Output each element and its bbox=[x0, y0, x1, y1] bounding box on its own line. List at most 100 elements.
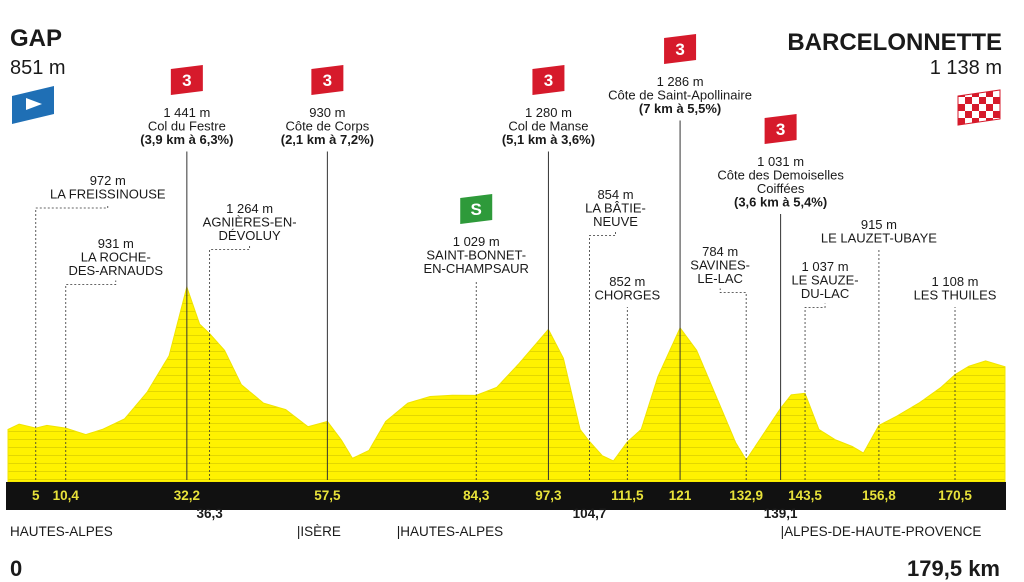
annotation-text: (5,1 km à 3,6%) bbox=[502, 132, 595, 147]
km-marker-label: 170,5 bbox=[938, 488, 972, 503]
annotation-text: DÉVOLUY bbox=[219, 228, 281, 243]
km-marker-label: 132,9 bbox=[729, 488, 763, 503]
annotation-text: Côte des Demoiselles bbox=[717, 168, 844, 183]
annotation-text: 1 108 m bbox=[932, 274, 979, 289]
annotation-text: (3,9 km à 6,3%) bbox=[140, 132, 233, 147]
annotation-text: 1 264 m bbox=[226, 201, 273, 216]
km-marker-label: 32,2 bbox=[174, 488, 200, 503]
annotation-text: 852 m bbox=[609, 274, 645, 289]
leader-line bbox=[719, 288, 747, 480]
annotation-text: CHORGES bbox=[594, 288, 660, 303]
km-marker-label: 156,8 bbox=[862, 488, 896, 503]
badge-text: 3 bbox=[544, 71, 553, 90]
climb-category-badge: 3 bbox=[170, 65, 203, 95]
annotation-text: 784 m bbox=[702, 244, 738, 259]
km-marker-label: 121 bbox=[669, 488, 692, 503]
annotation-text: 931 m bbox=[98, 236, 134, 251]
annotation-text: 915 m bbox=[861, 217, 897, 232]
start-altitude: 851 m bbox=[10, 57, 66, 79]
finish-altitude: 1 138 m bbox=[930, 57, 1002, 79]
annotation-text: (7 km à 5,5%) bbox=[639, 101, 721, 116]
annotation-text: 1 280 m bbox=[525, 105, 572, 120]
annotation-text: LE SAUZE- bbox=[791, 273, 858, 288]
annotation-text: DU-LAC bbox=[801, 286, 849, 301]
checkered-flag-icon bbox=[957, 89, 1001, 126]
annotation-text: 854 m bbox=[597, 187, 633, 202]
annotation-text: LES THUILES bbox=[914, 288, 997, 303]
km-marker-label: 5 bbox=[32, 488, 40, 503]
regions-layer: HAUTES-ALPES |ISÈRE |HAUTES-ALPES |ALPES-DE… bbox=[10, 524, 981, 539]
km-marker-label: 57,5 bbox=[314, 488, 341, 503]
annotation-text: Col du Festre bbox=[148, 119, 226, 134]
annotation-text: 1 441 m bbox=[163, 105, 210, 120]
leader-line bbox=[65, 280, 117, 480]
annotation-text: LA ROCHE- bbox=[81, 250, 151, 265]
leader-line bbox=[35, 204, 109, 480]
km-labels-layer: 5 10,4 32,2 36,3 57,5 84,3 97,3 104,7 111,5 121 13… bbox=[32, 488, 972, 521]
climb-category-badge: 3 bbox=[664, 34, 697, 64]
leader-line bbox=[589, 231, 616, 480]
annotation-text: 972 m bbox=[90, 173, 126, 188]
annotation-text: Col de Manse bbox=[508, 119, 588, 134]
km-marker-label: 143,5 bbox=[788, 488, 822, 503]
km-bar bbox=[6, 482, 1006, 510]
badge-text: 3 bbox=[323, 71, 332, 90]
region-label: |HAUTES-ALPES bbox=[397, 524, 503, 539]
region-label: |ISÈRE bbox=[297, 524, 341, 539]
elevation-profile-area bbox=[7, 285, 1006, 483]
annotation-text: (3,6 km à 5,4%) bbox=[734, 195, 827, 210]
km-marker-label: 84,3 bbox=[463, 488, 490, 503]
climb-category-badge: 3 bbox=[764, 114, 797, 144]
annotation-text: Coiffées bbox=[757, 181, 805, 196]
annotation-7: 854 mLA BÂTIE-NEUVE bbox=[585, 187, 646, 480]
annotation-12: 1 037 mLE SAUZE-DU-LAC bbox=[791, 259, 859, 480]
region-label: HAUTES-ALPES bbox=[10, 524, 113, 539]
start-km-label: 0 bbox=[10, 556, 22, 581]
badge-text: S bbox=[471, 200, 482, 219]
finish-km-label: 179,5 km bbox=[907, 556, 1000, 581]
badge-text: 3 bbox=[675, 40, 684, 59]
annotation-1: 931 mLA ROCHE-DES-ARNAUDS bbox=[65, 236, 163, 480]
annotation-text: LE-LAC bbox=[697, 271, 743, 286]
annotation-text: SAINT-BONNET- bbox=[426, 248, 526, 263]
annotation-13: 915 mLE LAUZET-UBAYE bbox=[821, 217, 937, 480]
km-marker-label: 97,3 bbox=[535, 488, 562, 503]
km-marker-label: 139,1 bbox=[764, 506, 798, 521]
annotation-text: 930 m bbox=[309, 105, 345, 120]
climb-category-badge: 3 bbox=[311, 65, 344, 95]
sprint-badge: S bbox=[460, 194, 493, 224]
annotation-text: EN-CHAMPSAUR bbox=[423, 261, 528, 276]
start-name: GAP bbox=[10, 25, 62, 52]
leader-line bbox=[209, 245, 251, 480]
km-marker-label: 10,4 bbox=[53, 488, 80, 503]
badge-text: 3 bbox=[776, 120, 785, 139]
annotation-text: 1 029 m bbox=[453, 234, 500, 249]
km-marker-label: 111,5 bbox=[611, 488, 644, 503]
annotation-text: Côte de Corps bbox=[285, 119, 369, 134]
annotation-text: AGNIÈRES-EN- bbox=[203, 215, 297, 230]
annotation-text: Côte de Saint-Apollinaire bbox=[608, 88, 752, 103]
climb-category-badge: 3 bbox=[532, 65, 565, 95]
annotation-text: LA BÂTIE- bbox=[585, 201, 646, 216]
annotation-text: 1 031 m bbox=[757, 154, 804, 169]
annotation-text: SAVINES- bbox=[690, 258, 750, 273]
annotation-text: LA FREISSINOUSE bbox=[50, 187, 166, 202]
annotation-text: LE LAUZET-UBAYE bbox=[821, 231, 937, 246]
finish-name: BARCELONNETTE bbox=[787, 29, 1002, 56]
region-label: |ALPES-DE-HAUTE-PROVENCE bbox=[781, 524, 982, 539]
km-marker-label: 104,7 bbox=[573, 506, 607, 521]
annotation-0: 972 mLA FREISSINOUSE bbox=[35, 173, 166, 480]
annotation-text: 1 286 m bbox=[657, 74, 704, 89]
km-marker-label: 36,3 bbox=[196, 506, 223, 521]
